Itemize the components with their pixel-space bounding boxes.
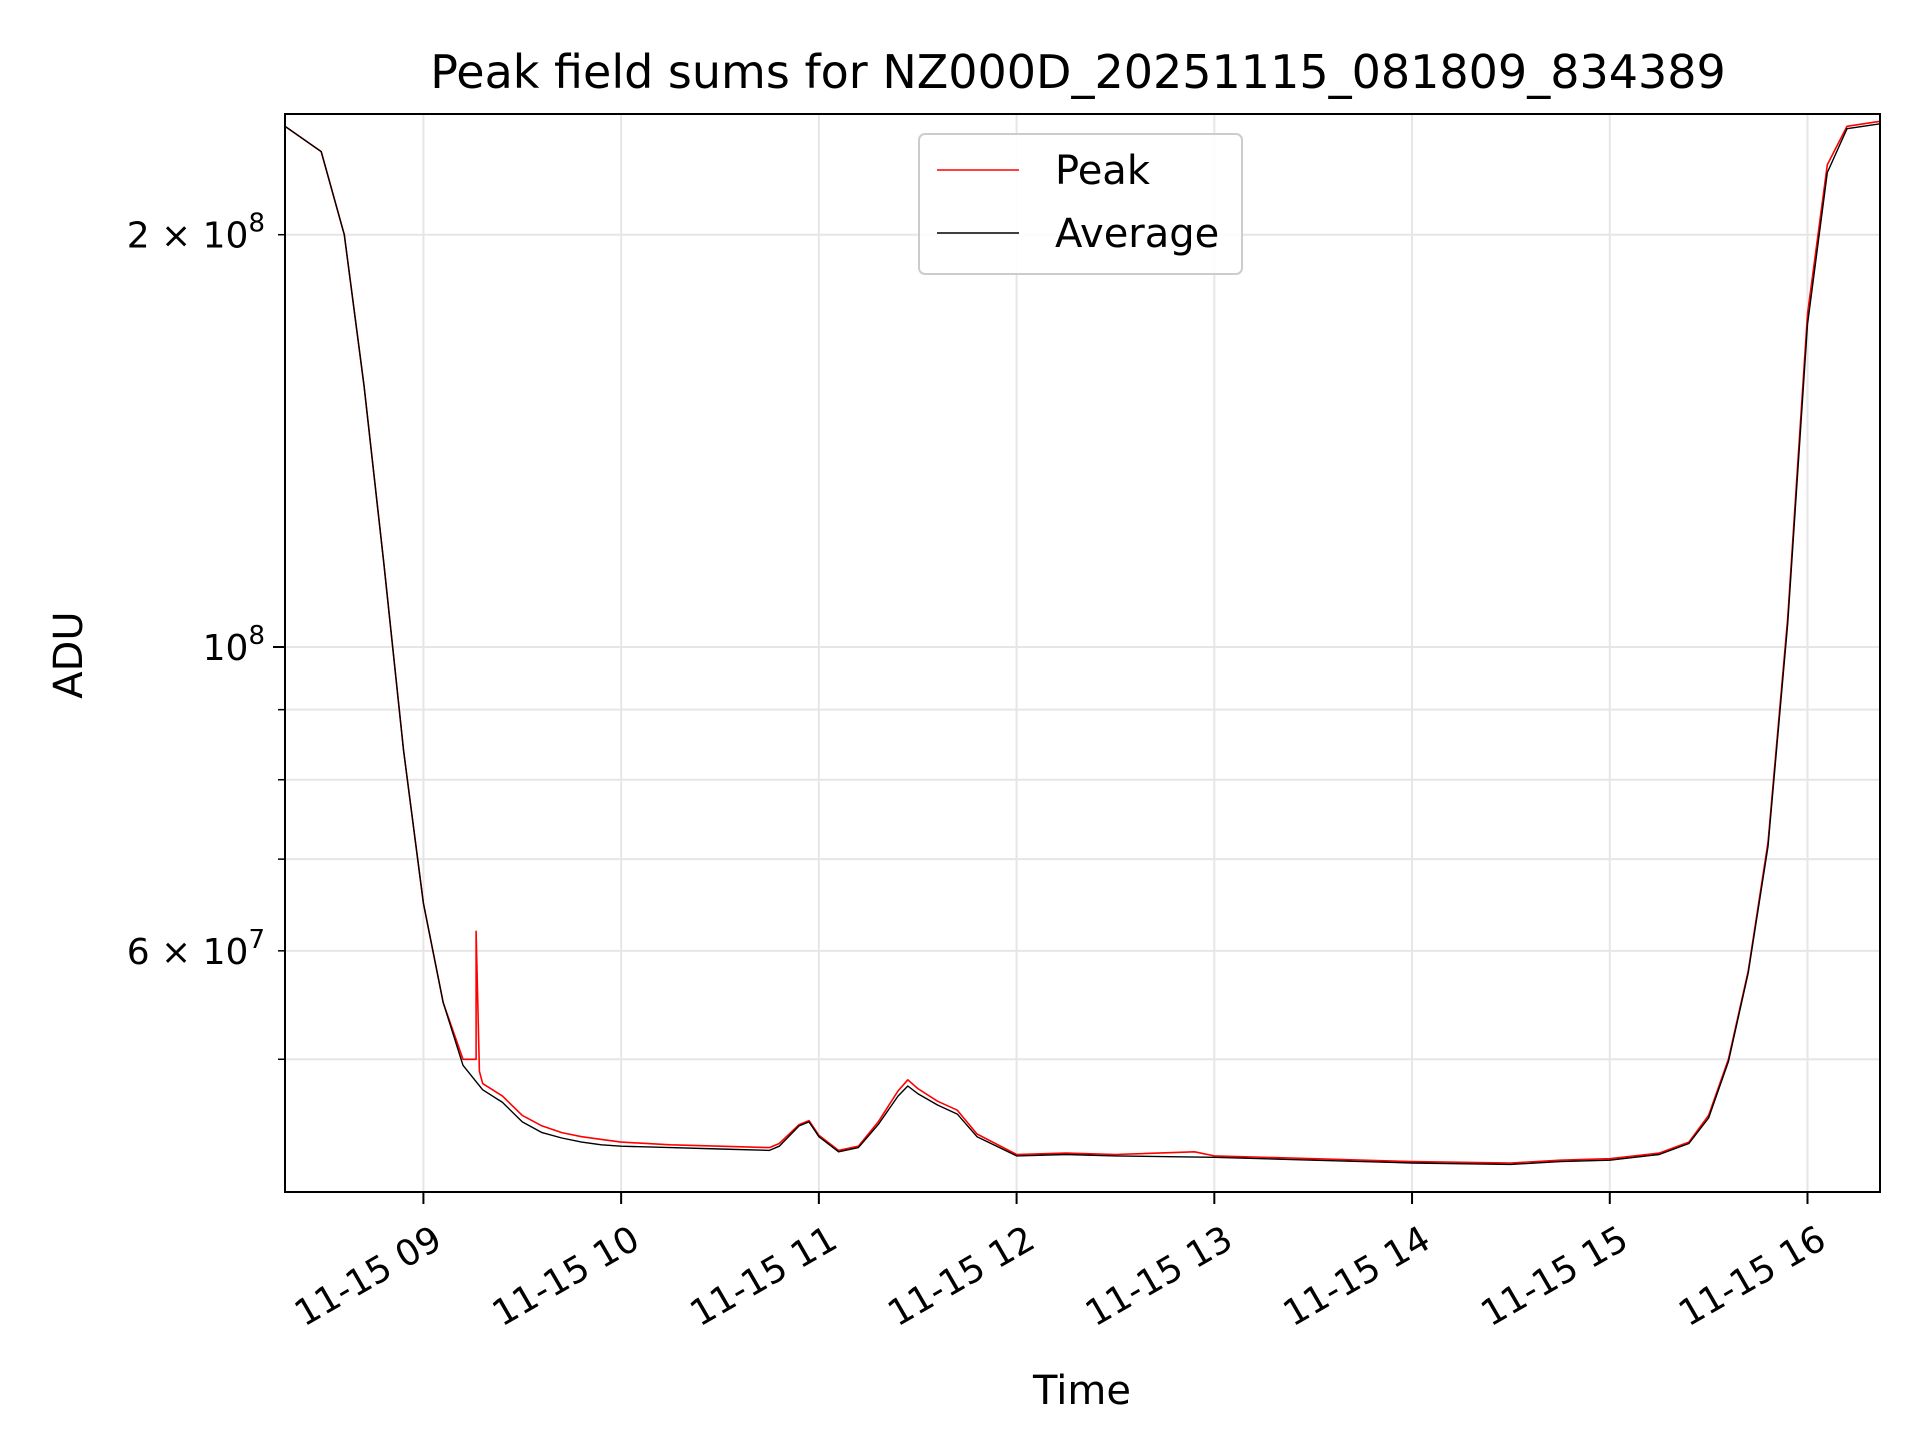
axes-frame — [284, 113, 1881, 1193]
y-axis: 108 6 × 107 2 × 108 — [127, 209, 285, 1061]
chart-title: Peak field sums for NZ000D_20251115_0818… — [430, 45, 1726, 99]
legend-label-peak: Peak — [1055, 148, 1151, 194]
y-axis-label: ADU — [46, 611, 92, 698]
plot-area — [285, 120, 1880, 1166]
legend-box — [918, 133, 1243, 275]
series-line-average — [285, 123, 1880, 1166]
y-tick-label: 2 × 108 — [127, 209, 265, 257]
legend: Peak Average — [918, 133, 1243, 275]
legend-label-average: Average — [1055, 211, 1219, 257]
series-line-peak — [285, 120, 1880, 1164]
y-tick-label: 6 × 107 — [127, 925, 265, 973]
x-axis-label: Time — [1032, 1368, 1131, 1414]
y-tick-label: 108 — [203, 621, 265, 669]
